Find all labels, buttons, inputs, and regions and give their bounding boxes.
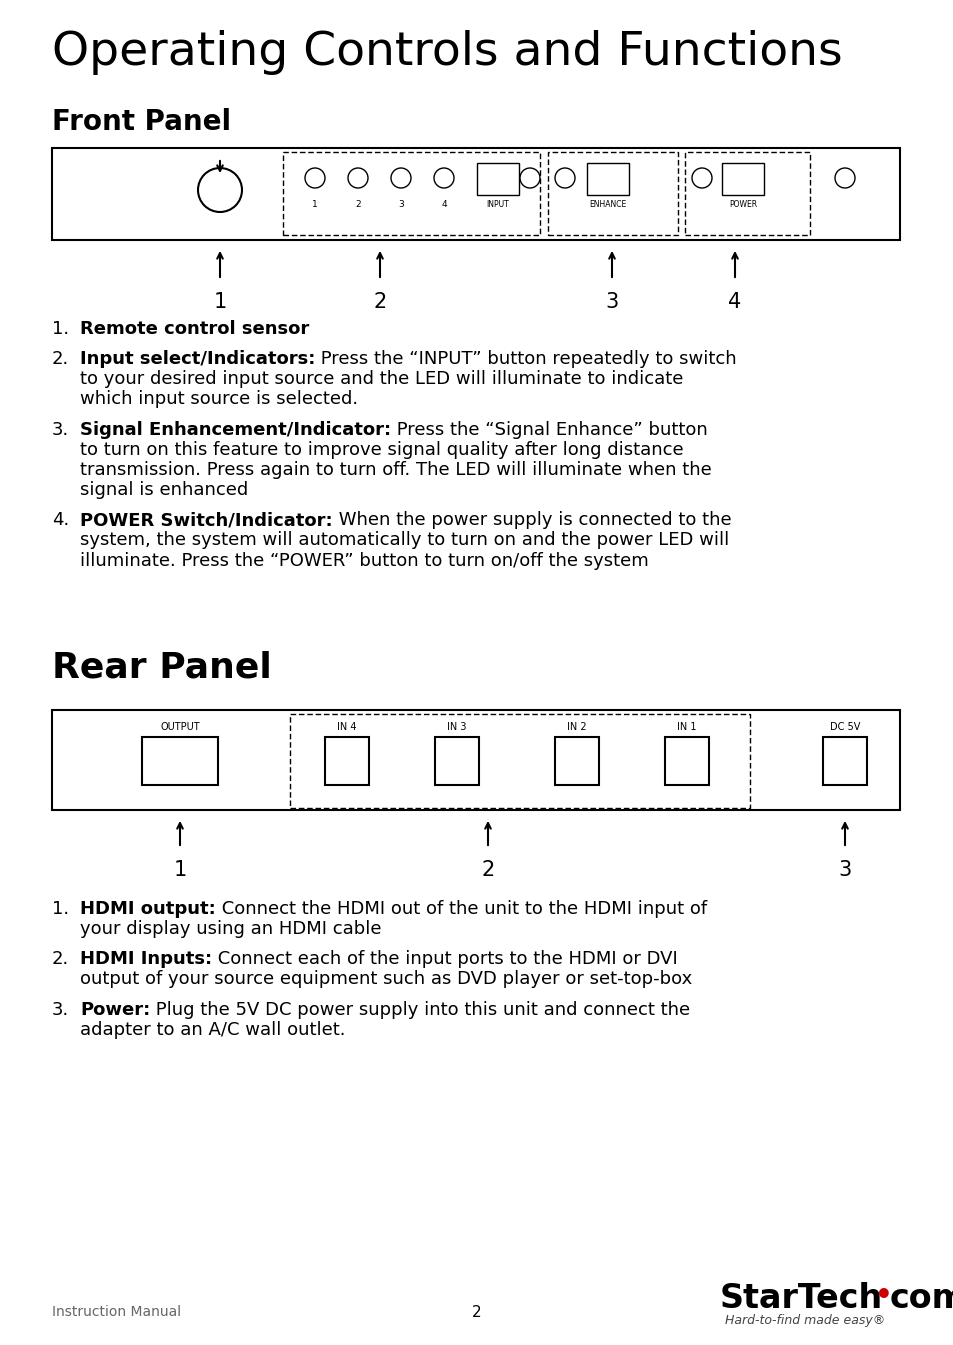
Bar bbox=[476, 163, 518, 195]
Text: Connect each of the input ports to the HDMI or DVI: Connect each of the input ports to the H… bbox=[212, 951, 678, 968]
Text: signal is enhanced: signal is enhanced bbox=[80, 482, 248, 499]
Text: 1.: 1. bbox=[52, 320, 69, 338]
Bar bbox=[325, 737, 369, 785]
Circle shape bbox=[555, 168, 575, 188]
Bar bbox=[283, 152, 539, 235]
Text: 2: 2 bbox=[355, 200, 360, 208]
Text: POWER Switch/Indicator:: POWER Switch/Indicator: bbox=[80, 511, 333, 529]
Bar bbox=[547, 152, 678, 235]
Text: 1: 1 bbox=[312, 200, 317, 208]
Text: to turn on this feature to improve signal quality after long distance: to turn on this feature to improve signa… bbox=[80, 441, 683, 459]
Circle shape bbox=[198, 168, 242, 213]
Text: 4: 4 bbox=[727, 292, 740, 312]
Text: 2: 2 bbox=[472, 1305, 481, 1319]
Text: com: com bbox=[889, 1282, 953, 1315]
Bar bbox=[435, 737, 478, 785]
Text: Plug the 5V DC power supply into this unit and connect the: Plug the 5V DC power supply into this un… bbox=[150, 1001, 690, 1018]
Bar bbox=[684, 152, 809, 235]
Text: Instruction Manual: Instruction Manual bbox=[52, 1305, 181, 1319]
Text: 2.: 2. bbox=[52, 951, 70, 968]
Circle shape bbox=[691, 168, 711, 188]
Circle shape bbox=[434, 168, 454, 188]
Text: Signal Enhancement/Indicator:: Signal Enhancement/Indicator: bbox=[80, 421, 391, 438]
Text: DC 5V: DC 5V bbox=[829, 722, 860, 732]
Text: system, the system will automatically to turn on and the power LED will: system, the system will automatically to… bbox=[80, 531, 728, 549]
Text: Connect the HDMI out of the unit to the HDMI input of: Connect the HDMI out of the unit to the … bbox=[215, 900, 706, 919]
Bar bbox=[52, 148, 899, 239]
Text: your display using an HDMI cable: your display using an HDMI cable bbox=[80, 920, 381, 939]
Text: illuminate. Press the “POWER” button to turn on/off the system: illuminate. Press the “POWER” button to … bbox=[80, 551, 648, 569]
Text: INPUT: INPUT bbox=[486, 200, 509, 208]
Text: adapter to an A/C wall outlet.: adapter to an A/C wall outlet. bbox=[80, 1021, 345, 1038]
Text: 1.: 1. bbox=[52, 900, 69, 919]
Text: IN 3: IN 3 bbox=[447, 722, 466, 732]
Circle shape bbox=[849, 759, 863, 772]
Text: 2.: 2. bbox=[52, 350, 70, 369]
Bar bbox=[555, 737, 598, 785]
Bar bbox=[664, 737, 708, 785]
Text: Front Panel: Front Panel bbox=[52, 108, 231, 136]
Bar bbox=[586, 163, 628, 195]
Text: 3: 3 bbox=[838, 859, 851, 880]
Text: 4: 4 bbox=[440, 200, 446, 208]
Text: •: • bbox=[874, 1282, 892, 1310]
Text: Press the “Signal Enhance” button: Press the “Signal Enhance” button bbox=[391, 421, 707, 438]
Bar bbox=[290, 714, 749, 808]
Text: 1: 1 bbox=[213, 292, 227, 312]
Text: to your desired input source and the LED will illuminate to indicate: to your desired input source and the LED… bbox=[80, 370, 682, 389]
Text: IN 1: IN 1 bbox=[677, 722, 696, 732]
Circle shape bbox=[825, 759, 840, 772]
Text: Hard-to-find made easy®: Hard-to-find made easy® bbox=[724, 1314, 884, 1328]
Text: Operating Controls and Functions: Operating Controls and Functions bbox=[52, 30, 841, 75]
Text: Remote control sensor: Remote control sensor bbox=[80, 320, 309, 338]
Text: Power:: Power: bbox=[80, 1001, 150, 1018]
Text: POWER: POWER bbox=[728, 200, 757, 208]
Text: ENHANCE: ENHANCE bbox=[589, 200, 626, 208]
Text: 3.: 3. bbox=[52, 1001, 70, 1018]
Text: 4.: 4. bbox=[52, 511, 70, 529]
Text: 3: 3 bbox=[605, 292, 618, 312]
Text: IN 4: IN 4 bbox=[337, 722, 356, 732]
Text: HDMI output:: HDMI output: bbox=[80, 900, 215, 919]
Bar bbox=[721, 163, 763, 195]
Text: Input select/Indicators:: Input select/Indicators: bbox=[80, 350, 315, 369]
Text: 3.: 3. bbox=[52, 421, 70, 438]
Text: HDMI Inputs:: HDMI Inputs: bbox=[80, 951, 212, 968]
Text: IN 2: IN 2 bbox=[567, 722, 586, 732]
Text: OUTPUT: OUTPUT bbox=[160, 722, 199, 732]
Text: output of your source equipment such as DVD player or set-top-box: output of your source equipment such as … bbox=[80, 971, 692, 989]
Bar bbox=[822, 737, 866, 785]
Bar bbox=[52, 710, 899, 810]
Text: Press the “INPUT” button repeatedly to switch: Press the “INPUT” button repeatedly to s… bbox=[315, 350, 737, 369]
Text: 2: 2 bbox=[481, 859, 494, 880]
Text: which input source is selected.: which input source is selected. bbox=[80, 390, 357, 409]
Circle shape bbox=[348, 168, 368, 188]
Text: When the power supply is connected to the: When the power supply is connected to th… bbox=[333, 511, 731, 529]
Text: 1: 1 bbox=[173, 859, 187, 880]
Circle shape bbox=[837, 759, 851, 772]
Text: 2: 2 bbox=[373, 292, 386, 312]
Circle shape bbox=[391, 168, 411, 188]
Bar bbox=[142, 737, 218, 785]
Text: 3: 3 bbox=[397, 200, 403, 208]
Circle shape bbox=[305, 168, 325, 188]
Circle shape bbox=[519, 168, 539, 188]
Circle shape bbox=[834, 168, 854, 188]
Text: StarTech: StarTech bbox=[720, 1282, 882, 1315]
Text: Rear Panel: Rear Panel bbox=[52, 650, 272, 685]
Text: transmission. Press again to turn off. The LED will illuminate when the: transmission. Press again to turn off. T… bbox=[80, 461, 711, 479]
